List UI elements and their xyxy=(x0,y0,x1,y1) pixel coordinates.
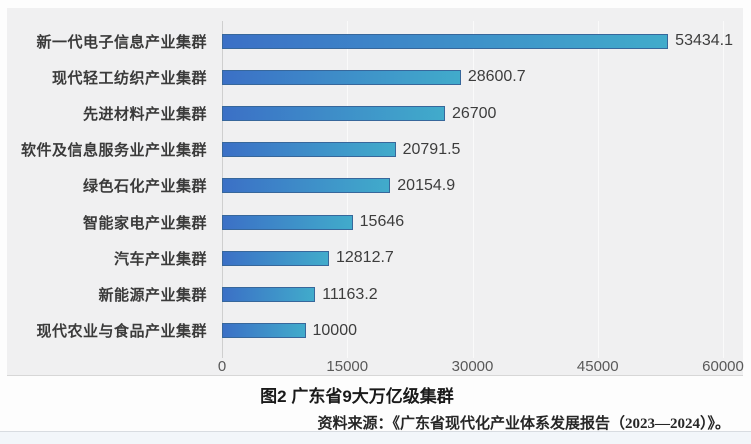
figure-caption: 图2 广东省9大万亿级集群 xyxy=(260,387,454,406)
category-label: 绿色石化产业集群 xyxy=(82,178,207,196)
bar-row: 新能源产业集群 11163.2 xyxy=(7,277,743,313)
gridline xyxy=(472,21,474,358)
figure-source: 资料来源：《广东省现代化产业体系发展报告（2023—2024）》。 xyxy=(317,416,730,432)
gridline xyxy=(597,21,599,358)
category-label: 软件及信息服务业产业集群 xyxy=(20,142,207,160)
value-label: 53434.1 xyxy=(675,32,734,50)
bar-rows: 新一代电子信息产业集群 53434.1 现代轻工纺织产业集群 28600.7 先进材料产… xyxy=(7,23,743,349)
page-bottom-strip xyxy=(0,431,751,444)
bar-row: 现代农业与食品产业集群 10000 xyxy=(7,313,743,349)
category-label: 新能源产业集群 xyxy=(98,287,207,305)
x-axis-tick-label: 0 xyxy=(217,358,227,375)
category-label: 现代农业与食品产业集群 xyxy=(36,323,207,341)
bar xyxy=(222,142,396,158)
bar xyxy=(222,178,391,194)
bar xyxy=(222,106,445,122)
value-label: 11163.2 xyxy=(322,285,378,303)
category-label: 智能家电产业集群 xyxy=(82,214,207,232)
bar xyxy=(222,69,461,85)
bar xyxy=(222,323,306,339)
value-label: 12812.7 xyxy=(335,249,394,267)
bar-row: 智能家电产业集群 15646 xyxy=(7,204,743,240)
value-label: 20791.5 xyxy=(402,140,461,158)
gridline xyxy=(723,21,724,358)
bar-chart-panel: 新一代电子信息产业集群 53434.1 现代轻工纺织产业集群 28600.7 先进材料产… xyxy=(7,8,744,376)
value-label: 26700 xyxy=(451,104,497,122)
x-axis-tick-label: 60000 xyxy=(702,358,744,375)
category-label: 现代轻工纺织产业集群 xyxy=(51,69,207,87)
category-label: 先进材料产业集群 xyxy=(82,106,207,124)
value-label: 28600.7 xyxy=(467,68,526,86)
bar-row: 汽车产业集群 12812.7 xyxy=(7,240,743,276)
value-label: 20154.9 xyxy=(397,176,456,194)
x-axis-tick-label: 30000 xyxy=(451,358,494,375)
bar xyxy=(222,287,316,303)
value-label: 10000 xyxy=(312,321,358,339)
x-axis-tick-label: 15000 xyxy=(326,358,369,375)
bar xyxy=(222,214,353,230)
category-label: 汽车产业集群 xyxy=(113,250,207,268)
x-axis-tick-label: 45000 xyxy=(576,358,619,375)
value-label: 15646 xyxy=(359,213,405,231)
bar-row: 软件及信息服务业产业集群 20791.5 xyxy=(7,132,743,168)
category-label: 新一代电子信息产业集群 xyxy=(36,33,207,51)
bar-row: 新一代电子信息产业集群 53434.1 xyxy=(7,23,743,59)
bar-row: 绿色石化产业集群 20154.9 xyxy=(7,168,743,204)
bar xyxy=(222,33,669,49)
bar-row: 现代轻工纺织产业集群 28600.7 xyxy=(7,59,743,95)
bar xyxy=(222,250,329,266)
bar-row: 先进材料产业集群 26700 xyxy=(7,95,743,131)
